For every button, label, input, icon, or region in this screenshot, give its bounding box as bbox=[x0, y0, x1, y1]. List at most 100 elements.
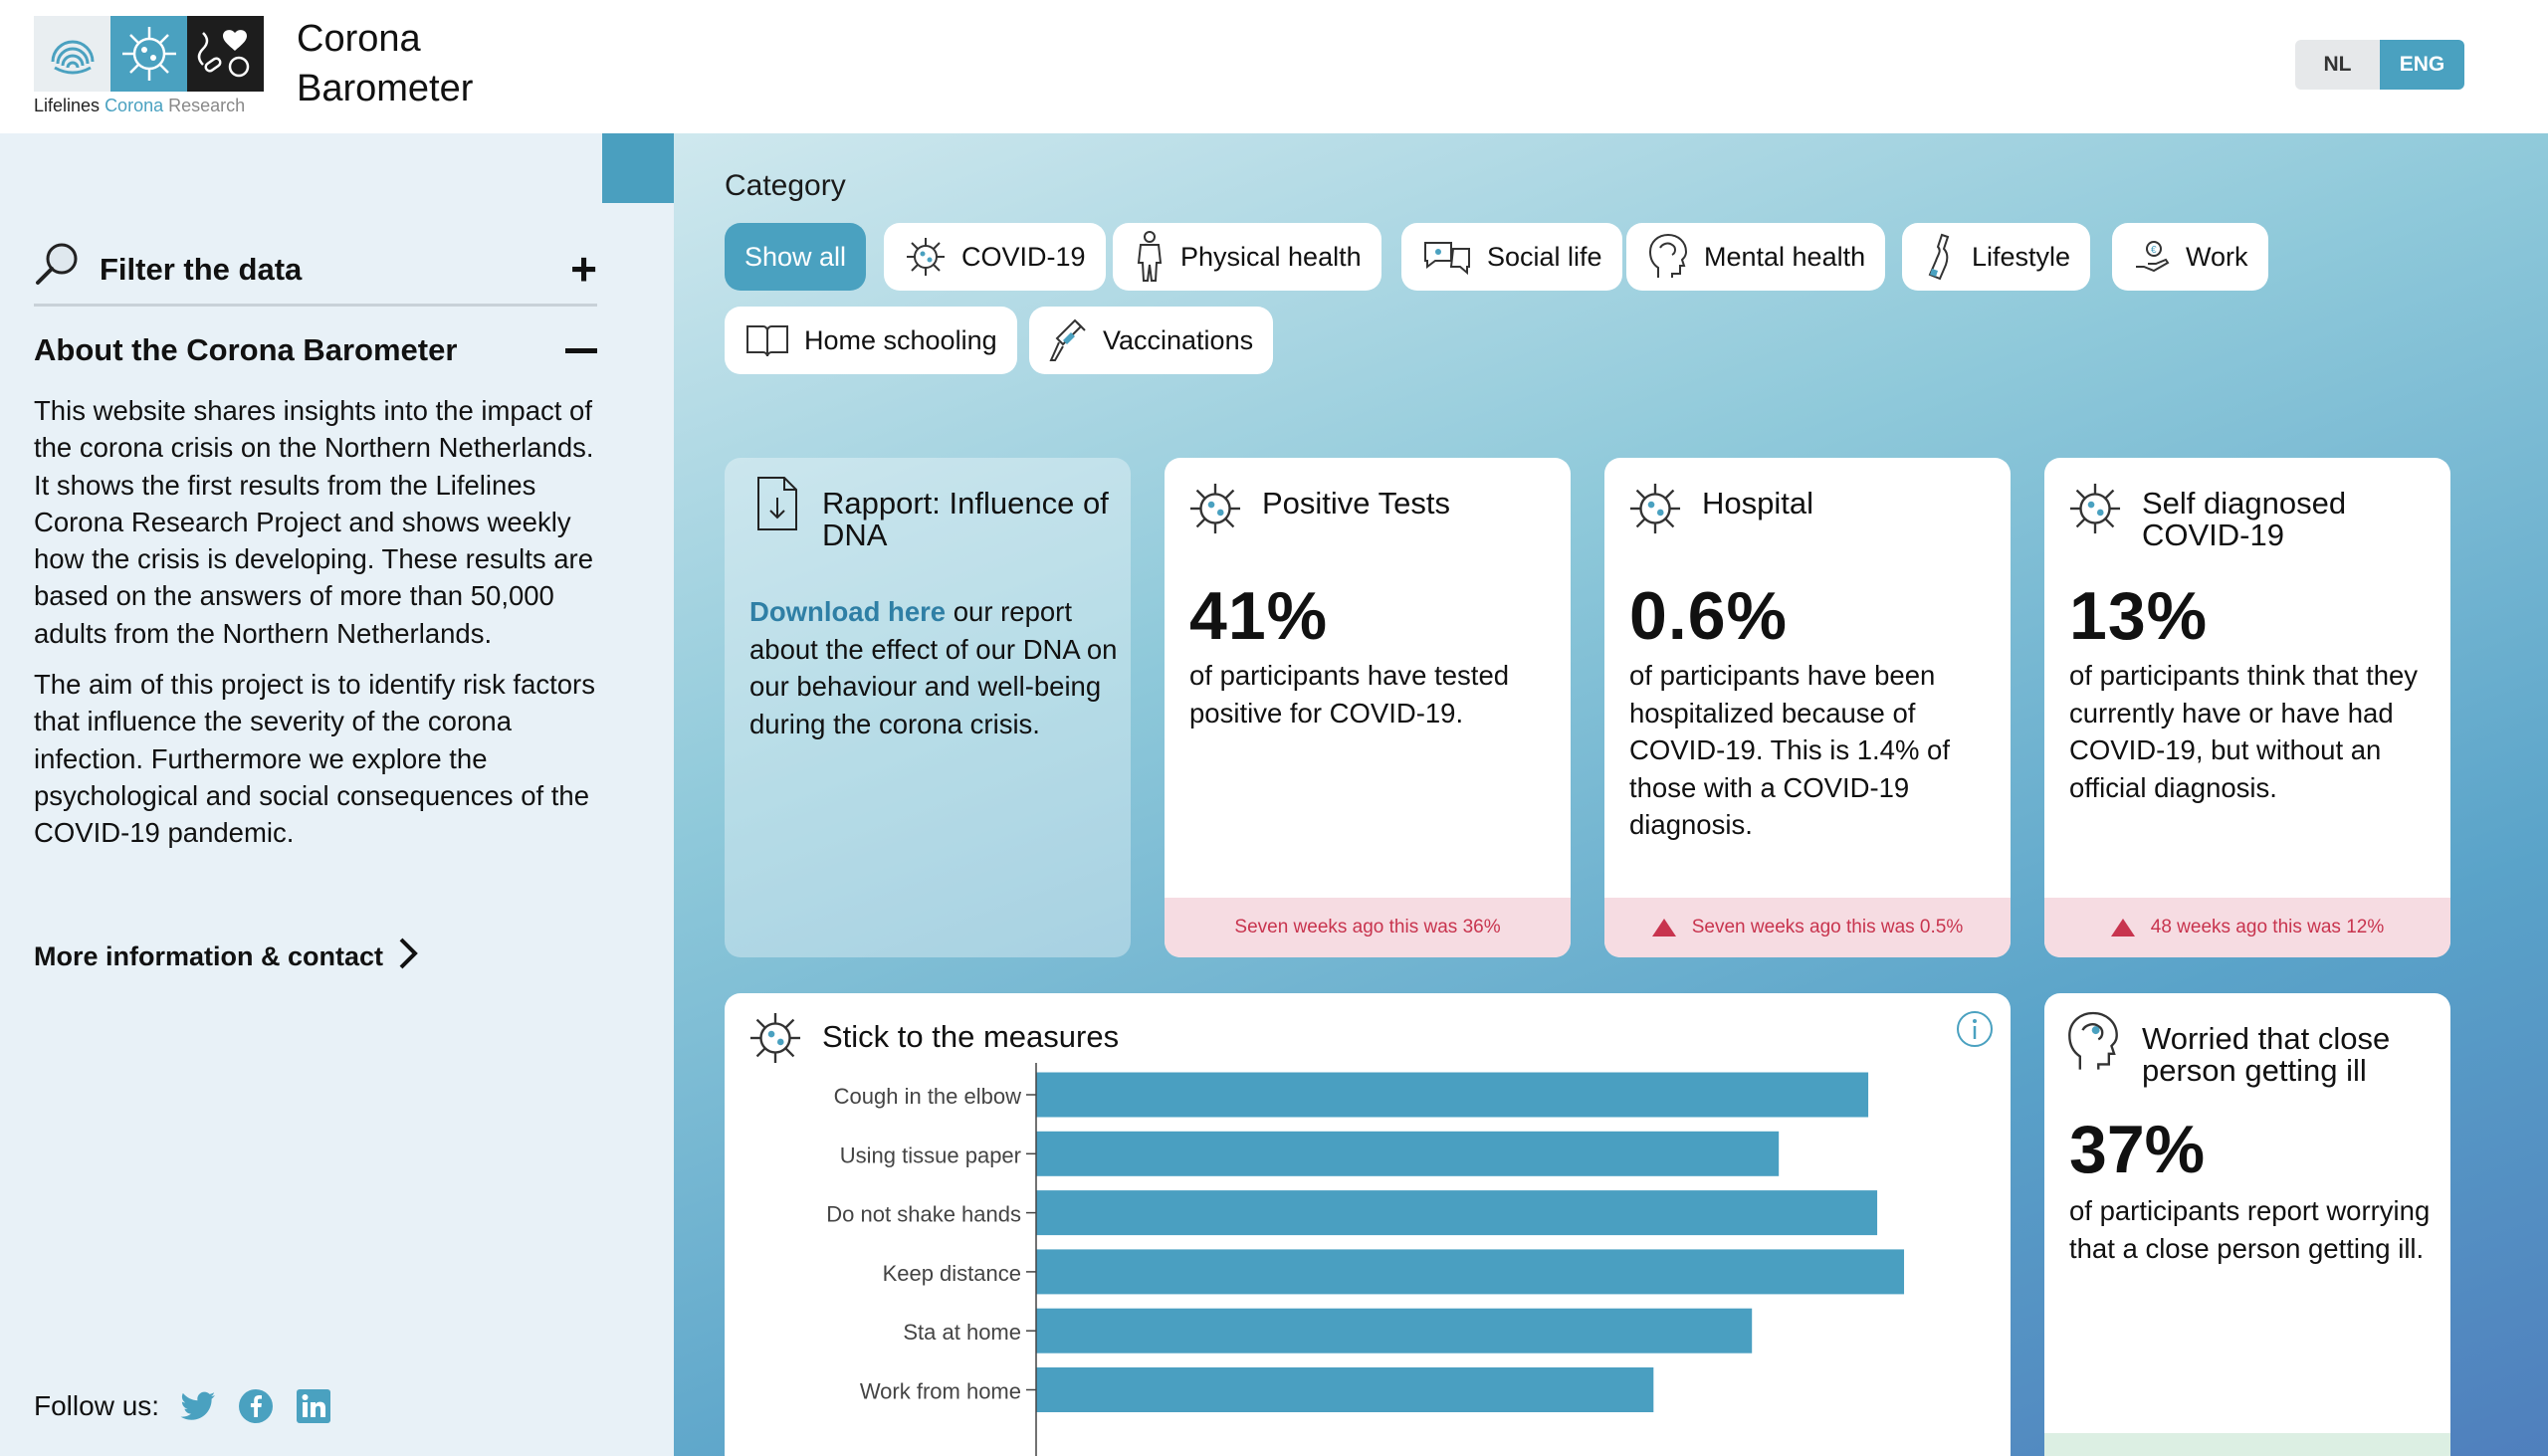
chip-label: Show all bbox=[744, 241, 847, 272]
about-paragraph-1: This website shares insights into the im… bbox=[34, 395, 594, 649]
chip-label: Work bbox=[2186, 241, 2248, 272]
bar[interactable] bbox=[1036, 1367, 1654, 1412]
more-info-link[interactable]: More information & contact bbox=[34, 936, 419, 978]
head-icon bbox=[1646, 232, 1690, 282]
filter-label: Filter the data bbox=[100, 251, 303, 287]
download-file-icon[interactable] bbox=[754, 476, 800, 536]
chip-label: Mental health bbox=[1704, 241, 1866, 272]
chip-label: COVID-19 bbox=[961, 241, 1086, 272]
bar-label: Cough in the elbow bbox=[834, 1084, 1021, 1109]
self-diagnosed-card[interactable]: Self diagnosed COVID-19 13% of participa… bbox=[2044, 458, 2450, 957]
bar[interactable] bbox=[1036, 1190, 1878, 1236]
minus-icon[interactable] bbox=[565, 348, 597, 353]
bar[interactable] bbox=[1036, 1072, 1869, 1118]
linkedin-icon[interactable] bbox=[295, 1387, 332, 1425]
dna-card-title: Rapport: Influence of DNA bbox=[822, 486, 1109, 552]
measures-title: Stick to the measures bbox=[822, 1019, 1120, 1054]
chip-work[interactable]: € Work bbox=[2112, 223, 2268, 291]
chip-physical-health[interactable]: Physical health bbox=[1113, 223, 1381, 291]
dna-card-text: Download here our report about the effec… bbox=[749, 593, 1118, 742]
card-title: Worried that close person getting ill bbox=[2142, 1021, 2391, 1088]
bar-label: Sta at home bbox=[903, 1320, 1021, 1345]
logo-caption-2: Corona bbox=[105, 96, 164, 115]
chip-home-schooling[interactable]: Home schooling bbox=[725, 307, 1017, 374]
follow-label: Follow us: bbox=[34, 1390, 160, 1421]
bar[interactable] bbox=[1036, 1308, 1753, 1353]
card-trend: Seven weeks ago this was 0.5% bbox=[1604, 898, 2011, 957]
about-text: This website shares insights into the im… bbox=[34, 392, 601, 866]
logo-caption-1: Lifelines bbox=[34, 96, 101, 115]
measures-card: Stick to the measures Cough in the elbow… bbox=[725, 993, 2011, 1456]
filter-toggle[interactable]: Filter the data + bbox=[34, 235, 597, 307]
card-title: Hospital bbox=[1702, 486, 1813, 520]
lang-en-button[interactable]: ENG bbox=[2380, 40, 2464, 90]
language-switch: NL ENG bbox=[2295, 40, 2464, 90]
positive-tests-card[interactable]: Positive Tests 41% of participants have … bbox=[1165, 458, 1571, 957]
sidebar bbox=[0, 133, 674, 1456]
about-paragraph-2: The aim of this project is to identify r… bbox=[34, 669, 595, 849]
svg-text:€: € bbox=[2151, 245, 2157, 256]
book-icon bbox=[744, 320, 790, 360]
worried-card[interactable]: Worried that close person getting ill 37… bbox=[2044, 993, 2450, 1456]
card-value: 41% bbox=[1189, 578, 1329, 654]
virus-icon bbox=[746, 1009, 804, 1072]
bar[interactable] bbox=[1036, 1131, 1780, 1176]
twitter-icon[interactable] bbox=[179, 1387, 217, 1425]
card-trend bbox=[2044, 1433, 2450, 1456]
dna-report-card: Rapport: Influence of DNA Download here … bbox=[725, 458, 1131, 957]
chip-show-all[interactable]: Show all bbox=[725, 223, 867, 291]
site-title: Corona Barometer bbox=[297, 18, 474, 109]
syringe-icon bbox=[1049, 318, 1089, 362]
trend-up-icon bbox=[1651, 919, 1676, 936]
info-icon[interactable] bbox=[1955, 1009, 1995, 1054]
card-trend: Seven weeks ago this was 36% bbox=[1165, 898, 1571, 957]
chip-social-life[interactable]: Social life bbox=[1401, 223, 1622, 291]
health-icons-logo bbox=[187, 16, 264, 92]
bar-label: Do not shake hands bbox=[826, 1202, 1021, 1227]
chat-icon bbox=[1421, 235, 1473, 279]
download-link[interactable]: Download here bbox=[749, 596, 947, 627]
chevron-right-icon bbox=[397, 936, 419, 978]
trend-up-icon bbox=[2110, 919, 2135, 936]
chip-mental-health[interactable]: Mental health bbox=[1626, 223, 1886, 291]
follow-us: Follow us: bbox=[34, 1387, 332, 1425]
chip-vaccinations[interactable]: Vaccinations bbox=[1029, 307, 1274, 374]
bottle-icon bbox=[1922, 231, 1958, 283]
facebook-icon[interactable] bbox=[237, 1387, 275, 1425]
virus-logo-icon bbox=[110, 16, 187, 92]
virus-icon bbox=[904, 235, 948, 279]
chip-label: Lifestyle bbox=[1972, 241, 2071, 272]
hospital-card[interactable]: Hospital 0.6% of participants have been … bbox=[1604, 458, 2011, 957]
card-title: Positive Tests bbox=[1262, 486, 1450, 520]
card-value: 0.6% bbox=[1629, 578, 1788, 654]
card-value: 37% bbox=[2069, 1112, 2206, 1187]
card-description: of participants have been hospitalized b… bbox=[1629, 660, 1950, 840]
lifelines-logo[interactable]: Lifelines Corona Research bbox=[34, 16, 265, 119]
virus-icon bbox=[1626, 480, 1684, 542]
virus-icon bbox=[1186, 480, 1244, 542]
bar-label: Using tissue paper bbox=[840, 1143, 1021, 1167]
more-info-label: More information & contact bbox=[34, 941, 384, 971]
lang-nl-button[interactable]: NL bbox=[2295, 40, 2380, 90]
chip-label: Physical health bbox=[1180, 241, 1362, 272]
trend-text: Seven weeks ago this was 0.5% bbox=[1691, 917, 1964, 937]
logo-caption-3: Research bbox=[168, 96, 246, 115]
bar[interactable] bbox=[1036, 1249, 1905, 1295]
search-icon bbox=[34, 239, 82, 292]
trend-text: Seven weeks ago this was 36% bbox=[1234, 917, 1501, 937]
fingerprint-icon bbox=[34, 16, 110, 92]
sidebar-toggle-tab[interactable] bbox=[602, 133, 674, 203]
chip-lifestyle[interactable]: Lifestyle bbox=[1902, 223, 2091, 291]
hand-icon: € bbox=[2132, 237, 2172, 277]
card-description: of participants think that they currentl… bbox=[2069, 660, 2419, 803]
card-description: of participants have tested positive for… bbox=[1189, 660, 1510, 728]
card-description: of participants report worrying that a c… bbox=[2069, 1195, 2431, 1264]
chip-covid-19[interactable]: COVID-19 bbox=[884, 223, 1106, 291]
chip-label: Home schooling bbox=[804, 324, 997, 355]
about-title[interactable]: About the Corona Barometer bbox=[34, 332, 458, 367]
category-label: Category bbox=[725, 169, 846, 202]
plus-icon[interactable]: + bbox=[570, 243, 597, 295]
bar-label: Keep distance bbox=[883, 1261, 1021, 1286]
virus-icon bbox=[2066, 480, 2124, 542]
trend-text: 48 weeks ago this was 12% bbox=[2150, 917, 2385, 937]
